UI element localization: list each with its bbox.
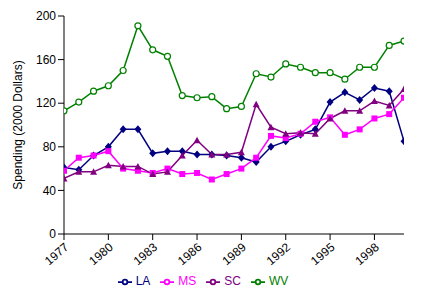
html-text:SC: SC (224, 274, 241, 288)
svg-text:1995: 1995 (308, 240, 338, 268)
svg-text:1980: 1980 (86, 240, 116, 268)
svg-text:80: 80 (43, 140, 57, 154)
svg-text:1977: 1977 (42, 240, 72, 268)
svg-text:0: 0 (49, 227, 56, 241)
svg-text:1992: 1992 (264, 240, 294, 268)
svg-text:1989: 1989 (219, 240, 249, 268)
svg-text:200: 200 (36, 9, 56, 23)
svg-text:40: 40 (43, 184, 57, 198)
svg-text:1983: 1983 (131, 240, 161, 268)
svg-text:120: 120 (36, 96, 56, 110)
svg-text:Spending (2000 Dollars): Spending (2000 Dollars) (11, 60, 25, 189)
svg-text:160: 160 (36, 53, 56, 67)
html-text:LA: LA (135, 274, 151, 288)
html-text:MS: MS (178, 274, 197, 288)
svg-text:1986: 1986 (175, 240, 205, 268)
html-text:WV: WV (269, 274, 289, 288)
svg-text:1998: 1998 (352, 240, 382, 268)
